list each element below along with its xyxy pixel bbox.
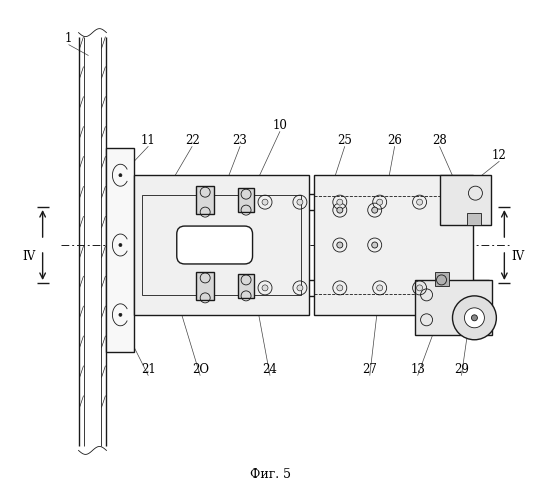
Circle shape: [119, 314, 122, 316]
Circle shape: [377, 285, 383, 291]
Bar: [196, 186, 214, 214]
Circle shape: [262, 199, 268, 205]
Circle shape: [372, 242, 378, 248]
Bar: [435, 272, 449, 286]
Circle shape: [119, 244, 122, 246]
Circle shape: [464, 308, 485, 328]
Circle shape: [337, 207, 343, 213]
Bar: [238, 274, 254, 298]
Text: 1: 1: [65, 32, 72, 45]
Text: IV: IV: [22, 250, 35, 264]
Text: 29: 29: [454, 363, 469, 376]
Text: 11: 11: [141, 134, 156, 147]
Circle shape: [472, 315, 478, 321]
Bar: [196, 272, 214, 300]
Text: 12: 12: [492, 149, 507, 162]
Circle shape: [119, 174, 122, 176]
Circle shape: [372, 207, 378, 213]
Text: 21: 21: [141, 363, 156, 376]
Bar: [106, 148, 134, 352]
Text: 22: 22: [185, 134, 199, 147]
FancyBboxPatch shape: [177, 226, 253, 264]
Bar: [134, 175, 309, 315]
Circle shape: [377, 199, 383, 205]
Circle shape: [262, 285, 268, 291]
Bar: [467, 213, 481, 225]
Bar: [143, 195, 301, 295]
Bar: [415, 280, 492, 335]
Text: 10: 10: [273, 119, 287, 132]
Circle shape: [337, 199, 343, 205]
Text: 26: 26: [387, 134, 402, 147]
Circle shape: [417, 285, 423, 291]
Circle shape: [337, 242, 343, 248]
Circle shape: [337, 285, 343, 291]
Circle shape: [297, 199, 303, 205]
Text: IV: IV: [512, 250, 525, 264]
Text: 2O: 2O: [192, 363, 209, 376]
Text: 23: 23: [233, 134, 248, 147]
Circle shape: [297, 285, 303, 291]
Text: 28: 28: [432, 134, 447, 147]
Text: Фиг. 5: Фиг. 5: [250, 468, 292, 481]
Bar: [314, 175, 473, 315]
Text: 13: 13: [410, 363, 425, 376]
Text: 24: 24: [262, 363, 278, 376]
Text: 25: 25: [337, 134, 352, 147]
Bar: [440, 175, 492, 225]
Circle shape: [453, 296, 496, 340]
Text: 27: 27: [362, 363, 377, 376]
Circle shape: [417, 199, 423, 205]
Bar: [238, 188, 254, 212]
